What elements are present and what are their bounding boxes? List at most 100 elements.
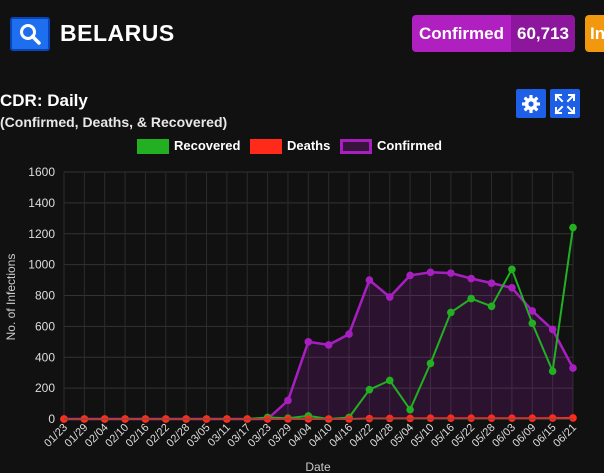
deaths-point: [243, 415, 252, 423]
recovered-point: [263, 413, 272, 422]
y-tick-label: 600: [35, 319, 55, 333]
confirmed-label: Confirmed: [412, 15, 511, 52]
legend-swatch-deaths: [250, 139, 282, 154]
recovered-point: [100, 415, 109, 423]
confirmed-point: [447, 269, 455, 277]
recovered-line: [64, 227, 574, 420]
x-tick-label: 02/10: [103, 422, 131, 450]
confirmed-point: [60, 415, 68, 423]
confirmed-point: [100, 415, 109, 423]
x-tick-label: 01/23: [42, 422, 70, 450]
deaths-point: [263, 415, 272, 423]
deaths-point: [80, 415, 89, 423]
legend-swatch-confirmed: [340, 139, 372, 154]
x-tick-label: 04/16: [327, 422, 355, 450]
x-tick-label: 06/03: [490, 422, 518, 450]
deaths-point: [548, 414, 557, 422]
x-tick-label: 05/28: [470, 422, 498, 450]
deaths-point: [223, 415, 231, 423]
chart-subtitle: (Confirmed, Deaths, & Recovered): [0, 114, 228, 130]
country-title: BELARUS: [60, 20, 175, 46]
confirmed-point: [569, 364, 577, 372]
gear-icon: [522, 94, 540, 113]
deaths-line: [64, 416, 574, 420]
deaths-point: [141, 415, 150, 423]
next-stat-label: In: [590, 23, 604, 43]
legend-swatch-recovered: [137, 139, 169, 154]
confirmed-badge[interactable]: Confirmed 60,713: [412, 15, 575, 52]
confirmed-point: [80, 415, 89, 423]
x-tick-label: 03/05: [185, 422, 213, 450]
confirmed-point: [426, 268, 435, 277]
recovered-point: [141, 415, 150, 423]
y-axis-label: No. of Infections: [4, 254, 18, 341]
recovered-point: [182, 415, 190, 423]
y-tick-label: 1200: [28, 227, 55, 241]
recovered-point: [345, 413, 353, 422]
search-icon: [20, 24, 41, 45]
confirmed-point: [243, 415, 252, 423]
y-tick-label: 1000: [28, 258, 55, 272]
x-tick-label: 03/17: [225, 422, 253, 450]
expand-icon: [554, 93, 576, 114]
recovered-point: [121, 415, 129, 423]
recovered-point: [365, 385, 374, 394]
chart-title: CDR: Daily: [0, 91, 88, 110]
confirmed-point: [487, 279, 496, 287]
deaths-point: [100, 415, 109, 423]
deaths-point: [284, 415, 292, 423]
search-button[interactable]: [10, 17, 50, 51]
x-tick-label: 06/09: [510, 422, 538, 450]
x-tick-label: 05/22: [449, 422, 477, 450]
recovered-point: [385, 376, 394, 385]
deaths-point: [345, 415, 353, 423]
deaths-point: [487, 414, 496, 423]
deaths-point: [528, 414, 537, 423]
x-tick-label: 03/29: [266, 422, 294, 450]
recovered-point: [202, 415, 211, 423]
legend-label-deaths: Deaths: [287, 138, 330, 153]
chart-settings-button[interactable]: [516, 89, 546, 118]
confirmed-value: 60,713: [511, 15, 575, 52]
confirmed-point: [182, 415, 190, 423]
deaths-point: [202, 415, 211, 423]
recovered-point: [324, 415, 333, 423]
next-stat-badge[interactable]: In: [585, 15, 604, 52]
x-tick-label: 03/11: [206, 422, 233, 449]
x-tick-label: 04/10: [307, 422, 335, 450]
legend-label-confirmed: Confirmed: [377, 138, 442, 153]
confirmed-point: [121, 415, 129, 423]
recovered-point: [508, 265, 516, 274]
recovered-point: [243, 415, 252, 423]
confirmed-point: [304, 338, 313, 346]
recovered-point: [569, 223, 577, 232]
chart-expand-button[interactable]: [550, 89, 580, 118]
y-tick-label: 1400: [28, 196, 55, 210]
confirmed-point: [263, 415, 272, 423]
confirmed-point: [548, 325, 557, 334]
x-tick-label: 05/10: [409, 422, 437, 450]
recovered-point: [284, 414, 292, 423]
confirmed-point: [162, 415, 170, 423]
y-tick-label: 400: [35, 350, 55, 364]
deaths-point: [508, 414, 516, 423]
y-tick-label: 0: [48, 412, 55, 426]
x-tick-label: 05/16: [429, 422, 457, 450]
x-tick-label: 04/04: [286, 422, 314, 450]
x-tick-label: 02/28: [164, 422, 192, 450]
y-tick-label: 1600: [28, 165, 55, 179]
confirmed-point: [406, 271, 414, 280]
confirmed-point: [467, 274, 476, 283]
x-tick-label: 03/23: [246, 422, 274, 450]
deaths-point: [60, 415, 68, 423]
recovered-point: [426, 359, 435, 368]
legend-label-recovered: Recovered: [174, 138, 241, 153]
x-tick-label: 04/22: [348, 422, 376, 450]
x-tick-label: 06/15: [531, 422, 559, 450]
deaths-point: [426, 414, 435, 423]
recovered-point: [162, 415, 170, 423]
confirmed-point: [528, 307, 537, 315]
x-tick-label: 02/16: [124, 422, 152, 450]
recovered-point: [447, 308, 455, 317]
